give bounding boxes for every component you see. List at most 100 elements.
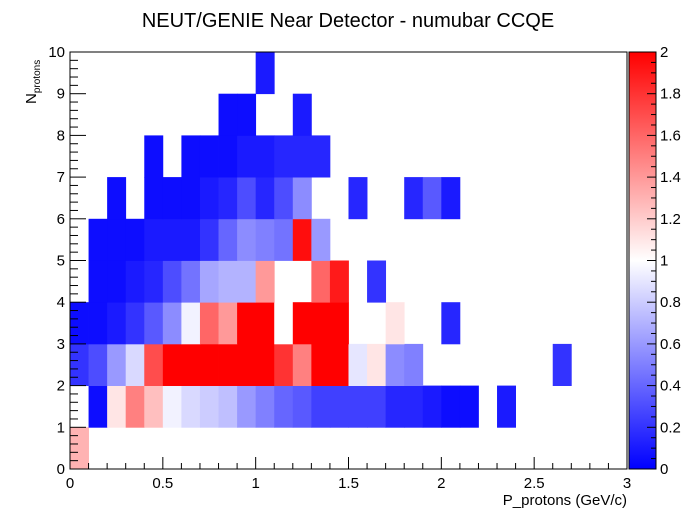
- heatmap-cell: [163, 261, 182, 303]
- colorbar-tick-label: 0.6: [660, 336, 681, 353]
- y-axis-title-base: N: [23, 93, 40, 104]
- heatmap-cell: [293, 135, 312, 177]
- colorbar-tick-label: 1.8: [660, 86, 681, 103]
- colorbar-tick-label: 1.2: [660, 211, 681, 228]
- heatmap-cell: [200, 219, 219, 261]
- y-tick-label: 8: [57, 127, 65, 144]
- heatmap-cell: [367, 386, 386, 428]
- heatmap-cell: [460, 386, 479, 428]
- heatmap-cell: [423, 177, 442, 219]
- x-axis: 0 0.5 1 1.5 2 2.5 3: [66, 457, 631, 492]
- y-tick-label: 0: [57, 461, 65, 478]
- heatmap-cell: [237, 261, 256, 303]
- heatmap-cell: [256, 219, 275, 261]
- colorbar-tick-label: 0.4: [660, 378, 681, 395]
- heatmap-cell: [144, 177, 163, 219]
- heatmap-cell: [219, 94, 238, 136]
- colorbar-tick-label: 1.6: [660, 127, 681, 144]
- heatmap-cell: [144, 386, 163, 428]
- heatmap-cell: [256, 386, 275, 428]
- heatmap-cell: [293, 177, 312, 219]
- heatmap-cell: [367, 344, 386, 386]
- colorbar-tick-label: 1: [660, 253, 668, 270]
- heatmap-cell: [89, 344, 108, 386]
- heatmap-cell: [219, 302, 238, 344]
- heatmap-cell: [386, 302, 405, 344]
- x-tick-label: 0: [66, 475, 74, 492]
- heatmap-cell: [181, 344, 200, 386]
- heatmap-cell: [89, 219, 108, 261]
- heatmap-cell: [497, 386, 516, 428]
- heatmap-cell: [89, 302, 108, 344]
- heatmap-cell: [404, 344, 423, 386]
- heatmap-cell: [256, 344, 275, 386]
- heatmap-cell: [423, 386, 442, 428]
- heatmap-cell: [330, 386, 349, 428]
- heatmap-cell: [181, 386, 200, 428]
- heatmap-cell: [237, 135, 256, 177]
- heatmap-cell: [144, 219, 163, 261]
- heatmap-cell: [311, 261, 330, 303]
- heatmap-cell: [256, 177, 275, 219]
- heatmap-cell: [404, 177, 423, 219]
- x-tick-label: 1: [251, 475, 259, 492]
- heatmap-cell: [441, 177, 460, 219]
- heatmap-cell: [163, 344, 182, 386]
- heatmap-cell: [126, 261, 145, 303]
- heatmap-cell: [144, 344, 163, 386]
- heatmap-cell: [126, 344, 145, 386]
- heatmap-cell: [553, 344, 572, 386]
- heatmap-cell: [274, 177, 293, 219]
- heatmap-cell: [126, 302, 145, 344]
- y-tick-label: 10: [48, 44, 65, 61]
- heatmap-cells: [70, 52, 572, 469]
- heatmap-cell: [330, 261, 349, 303]
- heatmap-cell: [181, 177, 200, 219]
- heatmap-cell: [126, 219, 145, 261]
- heatmap-cell: [219, 386, 238, 428]
- heatmap-cell: [144, 135, 163, 177]
- heatmap-cell: [237, 386, 256, 428]
- heatmap-cell: [70, 344, 89, 386]
- heatmap-cell: [367, 261, 386, 303]
- heatmap-cell: [293, 344, 312, 386]
- heatmap-cell: [70, 427, 89, 469]
- heatmap-cell: [163, 177, 182, 219]
- heatmap-cell: [107, 302, 126, 344]
- y-tick-label: 5: [57, 253, 65, 270]
- heatmap-cell: [107, 261, 126, 303]
- x-tick-label: 0.5: [152, 475, 173, 492]
- y-axis-title: Nprotons: [23, 60, 43, 104]
- y-tick-label: 4: [57, 294, 65, 311]
- heatmap-cell: [89, 386, 108, 428]
- heatmap-cell: [311, 386, 330, 428]
- heatmap-cell: [163, 302, 182, 344]
- heatmap-cell: [293, 386, 312, 428]
- y-tick-label: 6: [57, 211, 65, 228]
- heatmap-cell: [386, 344, 405, 386]
- chart-title: NEUT/GENIE Near Detector - numubar CCQE: [142, 10, 554, 32]
- x-tick-label: 3: [623, 475, 631, 492]
- heatmap-cell: [441, 302, 460, 344]
- heatmap-cell: [386, 386, 405, 428]
- heatmap-cell: [293, 302, 312, 344]
- heatmap-cell: [219, 261, 238, 303]
- colorbar: 00.20.40.60.811.21.41.61.82: [629, 44, 681, 478]
- heatmap-cell: [219, 177, 238, 219]
- heatmap-cell: [349, 344, 368, 386]
- heatmap-cell: [311, 135, 330, 177]
- y-tick-label: 9: [57, 86, 65, 103]
- heatmap-cell: [107, 219, 126, 261]
- heatmap-cell: [274, 344, 293, 386]
- heatmap-cell: [107, 177, 126, 219]
- heatmap-cell: [237, 177, 256, 219]
- y-tick-label: 1: [57, 419, 65, 436]
- heatmap-cell: [330, 344, 349, 386]
- y-tick-label: 2: [57, 378, 65, 395]
- heatmap-cell: [107, 344, 126, 386]
- x-axis-title: P_protons (GeV/c): [503, 492, 627, 509]
- x-tick-label: 2.5: [524, 475, 545, 492]
- colorbar-tick-label: 0.8: [660, 294, 681, 311]
- heatmap-cell: [256, 52, 275, 94]
